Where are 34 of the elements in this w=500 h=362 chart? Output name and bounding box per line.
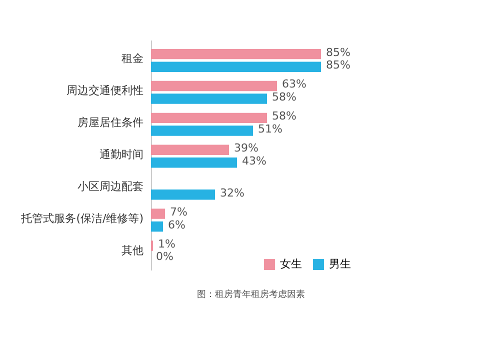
legend-label: 男生: [329, 258, 351, 271]
data-label: 7%: [170, 206, 188, 218]
data-label: 32%: [220, 186, 244, 200]
bar: [151, 94, 267, 104]
data-label: 58%: [272, 90, 296, 104]
bar: [151, 62, 321, 72]
bar: [151, 126, 253, 136]
bar: [151, 190, 215, 200]
data-label: 1%: [158, 237, 176, 250]
data-label: 85%: [326, 46, 350, 59]
bar: [151, 80, 277, 92]
bar: [151, 144, 229, 155]
bar: [151, 221, 163, 232]
data-label: 51%: [258, 122, 282, 136]
y-tick-label: 周边交通便利性: [66, 84, 144, 98]
data-label: 43%: [242, 154, 266, 168]
bar: [151, 112, 267, 124]
legend-label: 女生: [280, 258, 302, 271]
data-label: 6%: [168, 218, 186, 232]
y-tick-label: 托管式服务(保洁/维修等): [20, 212, 144, 225]
bar: [151, 208, 165, 219]
data-label: 63%: [282, 78, 306, 91]
data-label: 85%: [326, 58, 350, 72]
y-tick-label: 房屋居住条件: [78, 116, 144, 130]
data-label: 39%: [234, 142, 258, 155]
y-tick-label: 小区周边配套: [78, 180, 144, 193]
y-tick-label: 租金: [122, 52, 144, 66]
y-tick-label: 其他: [122, 244, 144, 257]
bar: [151, 48, 321, 60]
bar: [151, 158, 237, 168]
y-tick-label: 通勤时间: [100, 148, 144, 161]
data-label: 58%: [272, 110, 296, 123]
data-label: 0%: [156, 250, 174, 264]
text: 图：租房青年租房考虑因素: [197, 289, 305, 300]
